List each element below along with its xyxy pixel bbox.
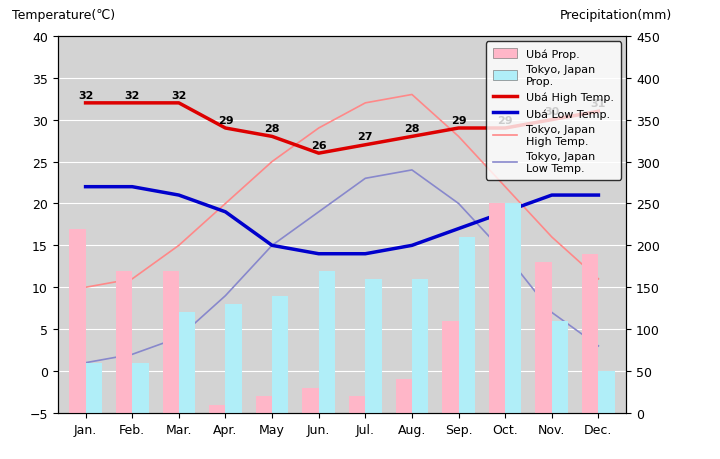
Text: 30: 30 — [544, 107, 559, 117]
Bar — [505, 204, 521, 413]
Text: 29: 29 — [498, 115, 513, 125]
Text: 29: 29 — [451, 115, 467, 125]
Bar — [365, 279, 382, 413]
Legend: Ubá Prop., Tokyo, Japan
Prop., Ubá High Temp., Ubá Low Temp., Tokyo, Japan
High : Ubá Prop., Tokyo, Japan Prop., Ubá High … — [486, 42, 621, 180]
Text: 27: 27 — [358, 132, 373, 142]
Bar — [179, 313, 195, 413]
Text: 28: 28 — [264, 124, 280, 134]
Text: 26: 26 — [311, 140, 326, 151]
Bar — [395, 380, 412, 413]
Bar — [272, 296, 289, 413]
Text: 32: 32 — [171, 90, 186, 100]
Text: 28: 28 — [404, 124, 420, 134]
Text: 32: 32 — [78, 90, 94, 100]
Bar — [132, 363, 148, 413]
Text: 32: 32 — [125, 90, 140, 100]
Bar — [459, 237, 475, 413]
Bar — [69, 229, 86, 413]
Bar — [319, 271, 335, 413]
Bar — [552, 321, 568, 413]
Bar — [536, 263, 552, 413]
Bar — [86, 363, 102, 413]
Text: Precipitation(mm): Precipitation(mm) — [559, 9, 672, 22]
Bar — [582, 254, 598, 413]
Bar — [442, 321, 459, 413]
Bar — [256, 397, 272, 413]
Bar — [598, 371, 615, 413]
Bar — [116, 271, 132, 413]
Bar — [225, 304, 242, 413]
Bar — [163, 271, 179, 413]
Text: Temperature(℃): Temperature(℃) — [12, 9, 115, 22]
Bar — [209, 405, 225, 413]
Text: 29: 29 — [217, 115, 233, 125]
Bar — [412, 279, 428, 413]
Bar — [302, 388, 319, 413]
Text: 31: 31 — [590, 99, 606, 109]
Bar — [349, 397, 365, 413]
Bar — [489, 204, 505, 413]
